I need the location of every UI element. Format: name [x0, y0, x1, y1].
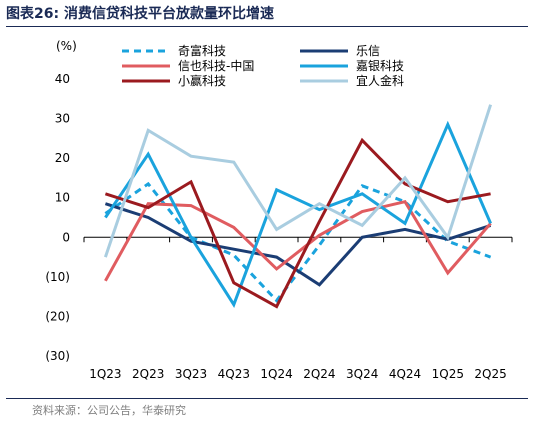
legend-label: 嘉银科技: [356, 59, 404, 73]
chart-title: 图表26: 消费信贷科技平台放款量环比增速: [6, 6, 274, 22]
series-line-2: [104, 202, 492, 287]
y-tick-label: 20: [55, 151, 70, 165]
series-line-5: [104, 137, 491, 309]
x-tick-label: 2Q23: [132, 367, 164, 381]
y-tick-label: 40: [55, 72, 70, 86]
x-tick-label: 4Q23: [218, 367, 250, 381]
y-tick-label: 30: [55, 112, 70, 126]
series-layer: [103, 104, 493, 309]
x-tick-label: 3Q23: [175, 367, 207, 381]
legend-label: 小赢科技: [178, 73, 226, 88]
x-tick-label: 1Q24: [260, 367, 292, 381]
series-line-1: [104, 181, 492, 303]
source-note: 资料来源：公司公告，华泰研究: [32, 404, 186, 417]
source-divider: [6, 398, 528, 399]
legend-label: 奇富科技: [178, 43, 226, 58]
x-tick-label: 2Q24: [303, 367, 335, 381]
x-tick-label: 4Q24: [389, 367, 421, 381]
x-tick-label: 1Q25: [432, 367, 464, 381]
title-divider: [6, 26, 528, 27]
y-tick-label: (30): [45, 349, 70, 363]
legend-label: 乐信: [356, 44, 380, 58]
x-axis: 1Q23 2Q23 3Q23 4Q23 1Q24 2Q24 3Q24 4Q24 1Q25 2Q25: [83, 236, 513, 381]
y-tick-label: 10: [55, 191, 70, 205]
x-tick-label: 1Q23: [89, 367, 121, 381]
series-line-6: [103, 104, 493, 258]
x-tick-label: 3Q24: [346, 367, 378, 381]
legend-label: 宜人金科: [356, 73, 404, 88]
series-line-3: [104, 199, 492, 282]
y-tick-label: 0: [62, 230, 70, 244]
y-axis: 40 30 20 10 0 (10) (20) (30): [45, 72, 70, 363]
y-tick-label: (20): [45, 309, 70, 323]
legend-label: 信也科技-中国: [178, 58, 254, 73]
x-tick-label: 2Q25: [474, 367, 506, 381]
y-tick-label: (10): [45, 270, 70, 284]
y-axis-label: (%): [56, 39, 77, 53]
